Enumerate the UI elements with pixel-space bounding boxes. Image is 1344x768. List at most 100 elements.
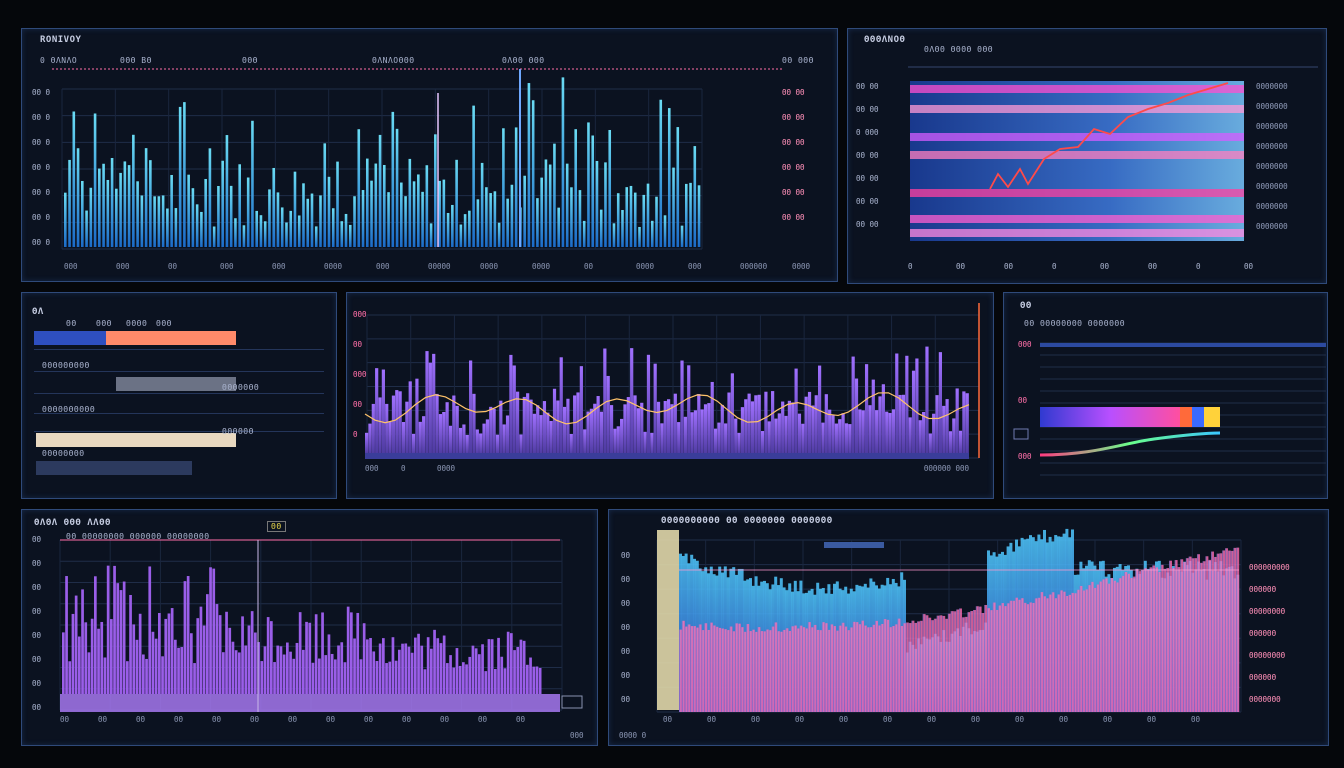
bar [408,158,412,247]
bar [494,669,497,694]
bar [905,355,909,455]
bar-front [707,629,710,712]
tab-5[interactable]: ΘΘ ΘΘΘ [782,56,814,65]
bar [526,393,530,455]
bar-front [763,631,766,712]
row-divider [34,431,324,432]
bar-front [721,628,724,712]
bar [459,224,463,247]
bar-front [807,622,811,712]
bar-front [1107,583,1111,712]
bar-front [877,625,881,712]
tab-3[interactable]: ΘΛΝΛΟΘΘΘ [372,56,415,65]
bar-front [1135,569,1139,712]
bar [115,188,118,247]
bar [177,647,180,694]
x-tick-label: ΘΘΘ [376,262,390,271]
bar [142,654,145,694]
bar-front [684,626,688,712]
bar [938,352,942,455]
bar [366,639,369,694]
bar-front [1149,567,1153,712]
bar [423,669,427,694]
bar-front [723,629,727,712]
bar-front [698,624,702,712]
bar-front [1104,578,1108,712]
bar [492,408,496,455]
bar-front [1194,558,1198,712]
tab-1[interactable]: ΘΘΘ ΒΘ [120,56,152,65]
y-tick-label: ΘΘ [621,551,631,560]
panel-violet-area: ΘΘΘ ΘΘ ΘΘΘ ΘΘ Θ ΘΘΘ Θ ΘΘΘΘ ΘΘΘΘΘΘ ΘΘΘ [346,292,994,499]
bar [891,409,896,455]
bar-front [1157,571,1161,712]
panel-gradient-trend: ΘΘΘΛΝΟΘ ΘΛΘΘ ΘΘΘΘ ΘΘΘ ΘΘ ΘΘ ΘΘ ΘΘ Θ ΘΘΘ ΘΘ … [847,28,1327,284]
bar-front [802,627,806,712]
bar [455,405,459,455]
bar-front [1219,553,1223,712]
bar [838,419,842,455]
bar [646,354,651,455]
bar [234,218,237,247]
bar-front [819,630,822,712]
bar [442,411,446,455]
bar [298,612,302,694]
bar [633,192,637,247]
bar-front [959,608,962,712]
bar [191,188,195,247]
bar [841,413,845,455]
bar [767,421,771,455]
baseline-band [365,453,969,459]
bar [885,411,889,455]
bar-front [1026,604,1030,712]
bar [231,641,235,694]
bar [948,431,953,455]
bar [238,164,241,247]
x-tick-label: ΘΘ [136,715,146,724]
bar [68,159,71,247]
bar [824,394,828,455]
tab-4[interactable]: ΘΛΘΘ ΘΘΘ [502,56,545,65]
bar [280,207,284,247]
bar [703,404,708,455]
bar-front [1227,550,1231,712]
bar [102,163,105,247]
bar [707,403,711,455]
bar-front [911,620,915,712]
bar-front [858,624,862,712]
bar-front [793,625,797,712]
tab-0[interactable]: 0 ΘΛΝΛΟ [40,56,78,65]
bar [469,360,473,455]
bar-front [1174,560,1178,712]
bar-front [933,618,937,712]
bar [361,190,365,247]
bar [579,366,583,455]
bar [263,646,267,694]
bar [616,426,620,455]
progress-bar-2 [116,377,236,391]
bar [565,163,569,247]
bar [549,420,553,455]
bar [497,637,500,694]
bar [430,648,433,694]
bar [458,427,463,455]
bar-front [975,606,979,712]
bar [178,106,182,247]
bar [482,423,486,455]
bar [81,180,84,247]
tab-2[interactable]: ΘΘΘ [242,56,258,65]
bar [834,423,838,455]
legend-item: ΘΘΘΘΘΘ [1249,629,1277,638]
bar [878,396,882,455]
x-tick-label: ΘΘ [1103,715,1113,724]
bar-front [835,630,839,712]
x-tick-label: ΘΘ [927,715,937,724]
bar [476,199,480,247]
bar [633,395,637,455]
bar [569,434,573,455]
bar [161,195,165,247]
bar-front [1185,558,1189,712]
table-row: ΘΘΘΘΘΘΘΘΘ [42,361,90,370]
